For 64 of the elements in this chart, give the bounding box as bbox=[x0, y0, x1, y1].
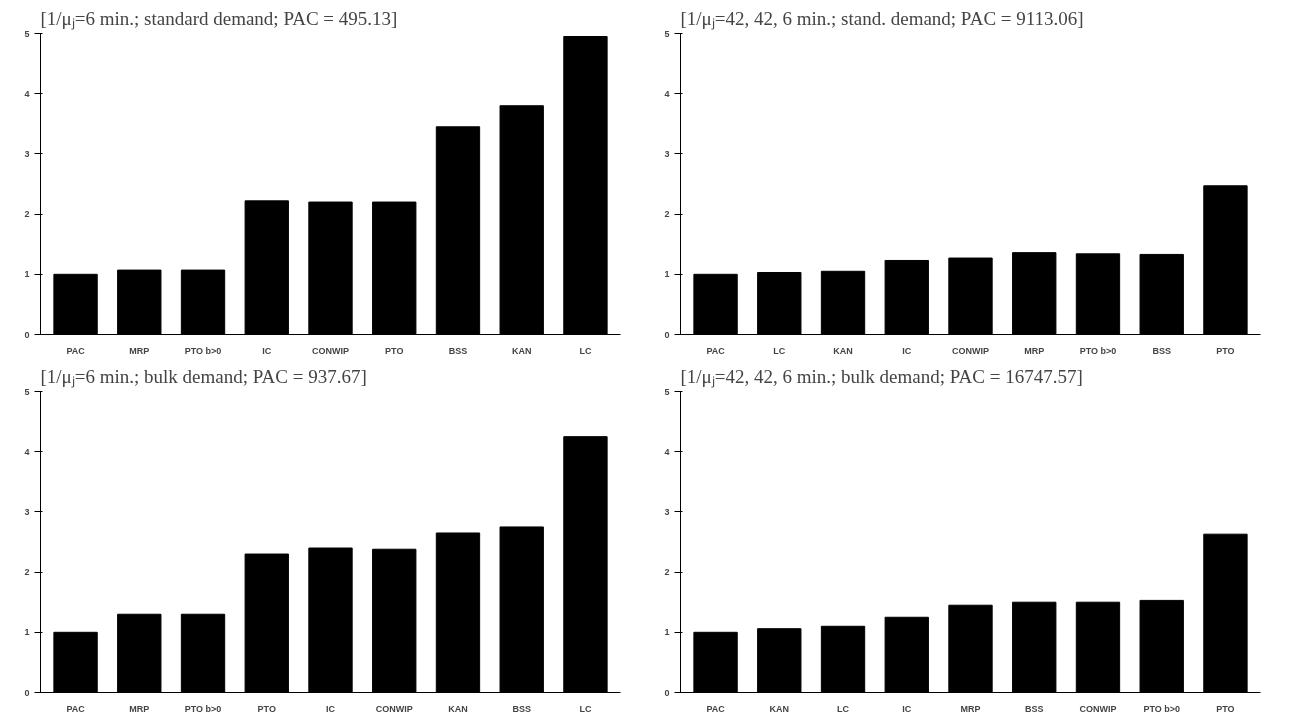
x-tick-label: BSS bbox=[512, 703, 531, 714]
x-tick-label: KAN bbox=[833, 345, 853, 356]
x-tick-label: CONWIP bbox=[952, 345, 989, 356]
x-tick-label: PTO bbox=[1216, 703, 1235, 714]
x-tick-label: CONWIP bbox=[375, 703, 413, 714]
y-tick-label: 4 bbox=[664, 446, 670, 457]
y-tick-label: 1 bbox=[664, 627, 670, 638]
x-tick-label: IC bbox=[262, 345, 272, 356]
x-tick-label: PTO b>0 bbox=[1079, 345, 1117, 356]
x-tick-label: BSS bbox=[1152, 345, 1171, 356]
y-tick-label: 5 bbox=[24, 386, 30, 397]
y-tick-label: 2 bbox=[24, 567, 30, 578]
x-tick-label: CONWIP bbox=[1079, 703, 1117, 714]
chart-title: [1/μⱼ=42, 42, 6 min.; stand. demand; PAC = 9113.06] bbox=[680, 7, 1084, 30]
y-tick-label: 4 bbox=[24, 446, 30, 457]
y-tick-label: 3 bbox=[24, 506, 30, 517]
x-tick-label: PTO bbox=[257, 703, 276, 714]
chart-title: [1/μⱼ=6 min.; bulk demand; PAC = 937.67] bbox=[40, 365, 367, 388]
x-tick-label: PTO b>0 bbox=[184, 345, 222, 356]
y-tick-label: 0 bbox=[664, 687, 670, 698]
y-tick-label: 0 bbox=[24, 329, 30, 340]
x-tick-label: BSS bbox=[448, 345, 468, 356]
y-tick-label: 5 bbox=[24, 28, 30, 39]
y-tick-label: 2 bbox=[664, 567, 670, 578]
y-tick-label: 4 bbox=[24, 88, 30, 99]
x-tick-label: PAC bbox=[706, 345, 726, 356]
x-tick-label: LC bbox=[773, 345, 786, 356]
x-tick-label: LC bbox=[579, 345, 592, 356]
x-tick-label: KAN bbox=[511, 345, 532, 356]
y-tick-label: 2 bbox=[24, 209, 30, 220]
x-tick-label: PTO b>0 bbox=[184, 703, 222, 714]
y-tick-label: 1 bbox=[664, 269, 670, 280]
y-tick-label: 3 bbox=[24, 148, 30, 159]
y-tick-label: 2 bbox=[664, 209, 670, 220]
y-tick-label: 0 bbox=[664, 329, 670, 340]
y-tick-label: 1 bbox=[24, 269, 30, 280]
x-tick-label: PAC bbox=[66, 345, 86, 356]
x-tick-label: IC bbox=[902, 703, 912, 714]
y-tick-label: 5 bbox=[664, 386, 670, 397]
x-tick-label: IC bbox=[326, 703, 336, 714]
x-tick-label: IC bbox=[902, 345, 912, 356]
y-tick-label: 5 bbox=[664, 28, 670, 39]
y-tick-label: 3 bbox=[664, 148, 670, 159]
y-tick-label: 3 bbox=[664, 506, 670, 517]
x-tick-label: MRP bbox=[129, 345, 150, 356]
y-tick-label: 4 bbox=[664, 88, 670, 99]
y-tick-label: 1 bbox=[24, 627, 30, 638]
y-tick-label: 0 bbox=[24, 687, 30, 698]
x-tick-label: KAN bbox=[448, 703, 468, 714]
x-tick-label: KAN bbox=[769, 703, 790, 714]
x-tick-label: MRP bbox=[1024, 345, 1045, 356]
x-tick-label: PTO bbox=[385, 345, 404, 356]
x-tick-label: MRP bbox=[129, 703, 150, 714]
x-tick-label: PAC bbox=[66, 703, 86, 714]
x-tick-label: BSS bbox=[1024, 703, 1044, 714]
x-tick-label: CONWIP bbox=[312, 345, 349, 356]
x-tick-label: PTO bbox=[1216, 345, 1235, 356]
x-tick-label: PAC bbox=[706, 703, 726, 714]
x-tick-label: MRP bbox=[960, 703, 981, 714]
x-tick-label: PTO b>0 bbox=[1143, 703, 1181, 714]
chart-title: [1/μⱼ=42, 42, 6 min.; bulk demand; PAC = 16747.57] bbox=[680, 365, 1083, 388]
x-tick-label: LC bbox=[579, 703, 592, 714]
x-tick-label: LC bbox=[837, 703, 850, 714]
chart-title: [1/μⱼ=6 min.; standard demand; PAC = 495.13] bbox=[40, 7, 398, 30]
